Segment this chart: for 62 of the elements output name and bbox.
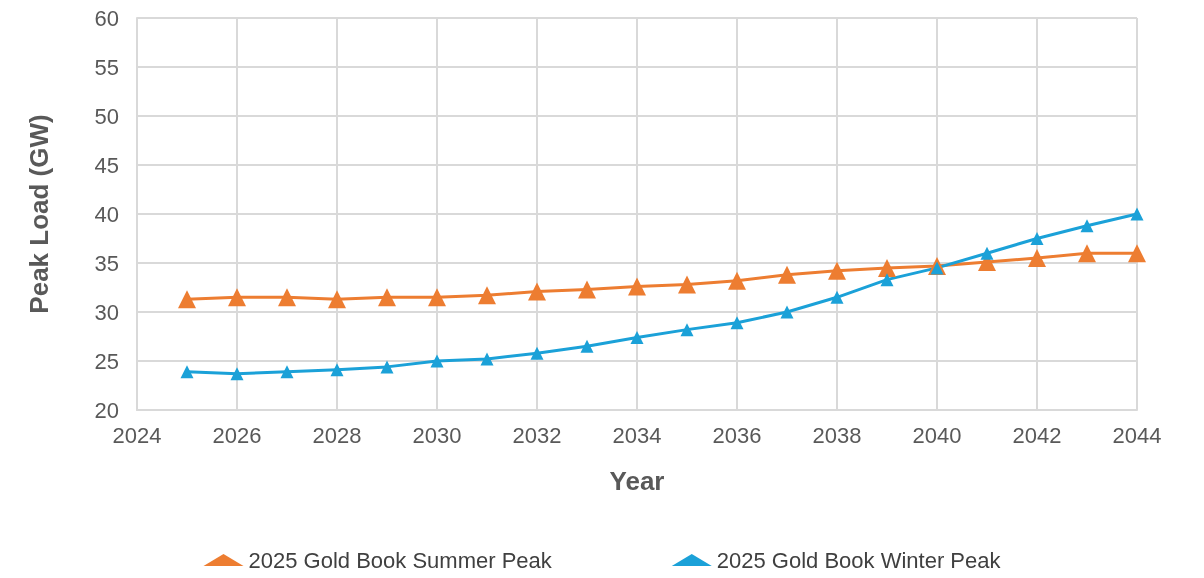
y-tick-label: 45 bbox=[94, 152, 119, 178]
point bbox=[528, 282, 546, 301]
y-tick-label: 60 bbox=[94, 5, 119, 31]
point bbox=[380, 360, 394, 374]
point bbox=[630, 330, 644, 344]
point bbox=[580, 339, 594, 353]
point bbox=[980, 246, 994, 260]
x-tick-label: 2028 bbox=[312, 422, 362, 448]
point bbox=[628, 277, 646, 296]
point bbox=[780, 305, 794, 319]
point bbox=[228, 288, 246, 307]
point bbox=[480, 352, 494, 366]
point bbox=[378, 288, 396, 307]
x-tick-label: 2042 bbox=[1012, 422, 1062, 448]
point bbox=[578, 280, 596, 299]
y-tick-label: 35 bbox=[94, 250, 119, 276]
point bbox=[328, 290, 346, 309]
point bbox=[230, 367, 244, 381]
legend-label: 2025 Gold Book Summer Peak bbox=[248, 547, 553, 573]
x-tick-label: 2040 bbox=[912, 422, 962, 448]
point bbox=[530, 346, 544, 360]
point bbox=[1028, 249, 1046, 268]
point bbox=[1080, 219, 1094, 233]
point bbox=[428, 288, 446, 307]
y-tick-label: 40 bbox=[94, 201, 119, 227]
point bbox=[778, 265, 796, 284]
x-tick-label: 2024 bbox=[112, 422, 162, 448]
point bbox=[728, 271, 746, 290]
point bbox=[830, 290, 844, 304]
y-tick-label: 20 bbox=[94, 397, 119, 423]
x-tick-label: 2038 bbox=[812, 422, 862, 448]
point bbox=[330, 363, 344, 377]
point bbox=[880, 273, 894, 287]
x-tick-label: 2026 bbox=[212, 422, 262, 448]
x-tick-label: 2034 bbox=[612, 422, 662, 448]
y-axis-title: Peak Load (GW) bbox=[24, 114, 54, 314]
point bbox=[878, 258, 896, 277]
point bbox=[680, 323, 694, 337]
x-axis-title: Year bbox=[609, 466, 665, 496]
point bbox=[180, 365, 194, 379]
point bbox=[278, 288, 296, 307]
y-tick-label: 25 bbox=[94, 348, 119, 374]
point bbox=[1078, 244, 1096, 263]
point bbox=[828, 261, 846, 280]
point bbox=[178, 290, 196, 309]
point bbox=[478, 286, 496, 305]
y-tick-label: 50 bbox=[94, 103, 119, 129]
point bbox=[930, 261, 944, 275]
x-tick-label: 2036 bbox=[712, 422, 762, 448]
y-tick-label: 55 bbox=[94, 54, 119, 80]
x-tick-label: 2030 bbox=[412, 422, 462, 448]
point bbox=[1030, 232, 1044, 245]
legend-label: 2025 Gold Book Winter Peak bbox=[716, 547, 1002, 573]
point bbox=[1128, 244, 1146, 263]
y-tick-label: 30 bbox=[94, 299, 119, 325]
point bbox=[1130, 207, 1144, 221]
x-tick-label: 2044 bbox=[1112, 422, 1162, 448]
point bbox=[730, 316, 744, 330]
x-tick-label: 2032 bbox=[512, 422, 562, 448]
point bbox=[280, 365, 294, 379]
point bbox=[678, 275, 696, 294]
point bbox=[430, 354, 444, 368]
